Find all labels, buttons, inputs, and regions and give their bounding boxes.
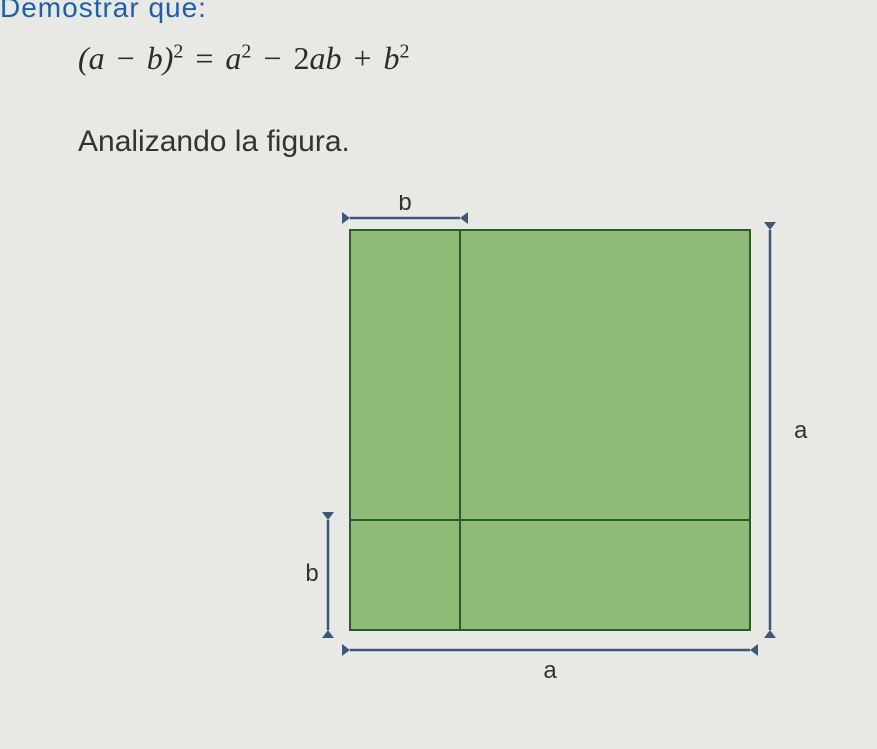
label-b-left: b xyxy=(305,560,318,587)
var-b: b xyxy=(147,40,163,76)
exponent-a2: 2 xyxy=(241,40,251,62)
minus-sign-2: − xyxy=(255,40,289,76)
label-b-top: b xyxy=(398,195,411,216)
var-a2: a xyxy=(225,40,241,76)
equation: (a − b)2 = a2 − 2ab + b2 xyxy=(78,40,410,77)
paren-open: ( xyxy=(78,40,89,76)
label-a-right: a xyxy=(794,417,808,444)
page-header-fragment: Demostrar que: xyxy=(0,0,207,24)
minus-sign: − xyxy=(109,40,143,76)
plus-sign: + xyxy=(345,40,379,76)
paren-close: ) xyxy=(163,40,174,76)
subtitle: Analizando la figura. xyxy=(78,125,350,159)
var-ab-a: a xyxy=(309,40,325,76)
var-b2: b xyxy=(384,40,400,76)
exponent-lhs: 2 xyxy=(173,40,183,62)
coef-2: 2 xyxy=(293,40,309,76)
var-a: a xyxy=(89,40,105,76)
equals-sign: = xyxy=(187,40,221,76)
geometric-diagram: b b a a xyxy=(300,195,840,735)
exponent-b2: 2 xyxy=(400,40,410,62)
label-a-bottom: a xyxy=(543,657,557,684)
var-ab-b: b xyxy=(325,40,341,76)
